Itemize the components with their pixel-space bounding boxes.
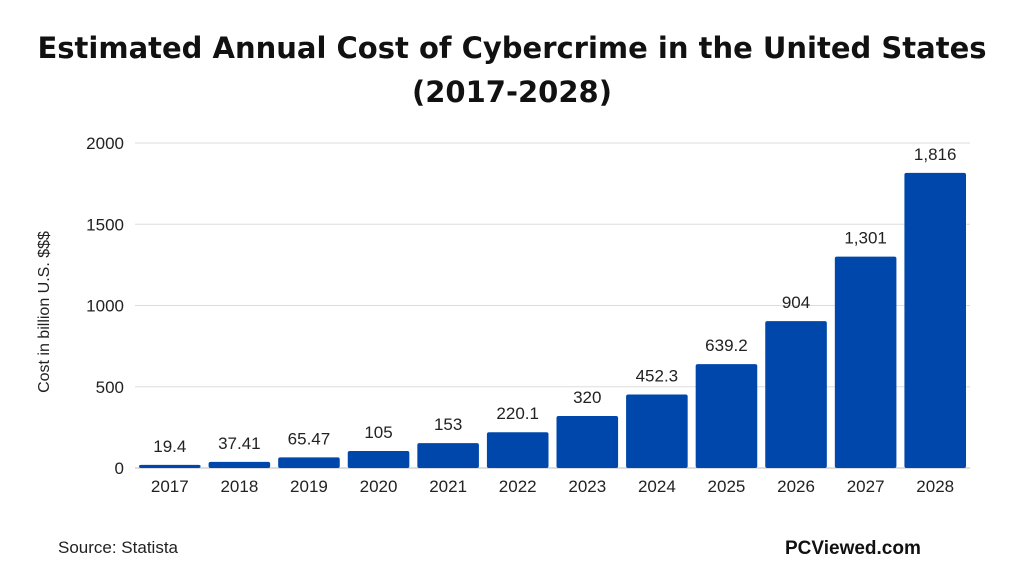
bar-2024 — [626, 394, 688, 468]
bar-2021 — [417, 443, 479, 468]
data-label-2017: 19.4 — [153, 437, 186, 456]
y-axis-label: Cost in billion U.S. $$$ — [36, 231, 53, 393]
data-label-2028: 1,816 — [914, 145, 957, 164]
bar-2020 — [347, 450, 410, 468]
chart-title-line2: (2017-2028) — [412, 75, 612, 109]
data-label-2020: 105 — [364, 423, 392, 442]
x-tick-label-2025: 2025 — [708, 477, 746, 496]
bar-2026 — [765, 321, 827, 468]
data-label-2027: 1,301 — [844, 229, 887, 248]
x-tick-labels: 2017 2018 2019 2020 2021 2022 2023 2024 2025 2026… — [151, 477, 954, 496]
x-tick-label-2027: 2027 — [847, 477, 885, 496]
grid-lines — [135, 142, 970, 469]
data-label-2026: 904 — [782, 293, 810, 312]
x-tick-label-2017: 2017 — [151, 477, 189, 496]
y-tick-labels: 0 500 1000 1500 2000 — [86, 134, 124, 478]
data-label-2024: 452.3 — [636, 367, 679, 386]
x-tick-label-2024: 2024 — [638, 477, 676, 496]
bar-2027 — [834, 256, 897, 468]
x-tick-label-2020: 2020 — [360, 477, 398, 496]
data-label-2019: 65.47 — [288, 429, 331, 448]
y-tick-label: 2000 — [86, 134, 124, 153]
source-note: Source: Statista — [58, 538, 179, 557]
x-tick-label-2021: 2021 — [429, 477, 467, 496]
x-tick-label-2019: 2019 — [290, 477, 328, 496]
y-tick-label: 500 — [96, 378, 124, 397]
data-label-2021: 153 — [434, 415, 462, 434]
chart-title: Estimated Annual Cost of Cybercrime in t… — [0, 26, 1024, 114]
y-tick-label: 1000 — [86, 297, 124, 316]
chart-title-line1: Estimated Annual Cost of Cybercrime in t… — [37, 31, 987, 65]
bar-2019 — [278, 457, 340, 468]
bar-2018 — [208, 461, 271, 468]
bar-2025 — [695, 364, 758, 468]
bars — [139, 172, 966, 468]
data-label-2025: 639.2 — [705, 336, 748, 355]
x-tick-label-2023: 2023 — [568, 477, 606, 496]
y-tick-label: 0 — [115, 459, 124, 478]
bar-2023 — [556, 416, 619, 468]
x-tick-label-2018: 2018 — [220, 477, 258, 496]
y-tick-label: 1500 — [86, 215, 124, 234]
x-tick-label-2022: 2022 — [499, 477, 537, 496]
bar-2022 — [486, 432, 549, 468]
data-label-2022: 220.1 — [496, 404, 539, 423]
x-tick-label-2026: 2026 — [777, 477, 815, 496]
bar-2017 — [139, 464, 201, 468]
data-labels: 19.4 37.41 65.47 105 153 220.1 320 452.3 639.2 90… — [153, 145, 956, 456]
data-label-2018: 37.41 — [218, 434, 261, 453]
bar-2028 — [904, 172, 966, 468]
brand-logo-text: PCViewed.com — [785, 538, 921, 559]
data-label-2023: 320 — [573, 388, 601, 407]
x-tick-label-2028: 2028 — [916, 477, 954, 496]
